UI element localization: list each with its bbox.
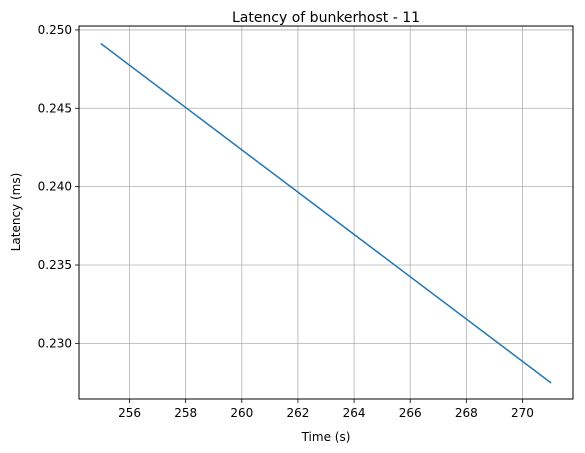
y-tick-label: 0.235	[38, 258, 72, 272]
y-tick-label: 0.240	[38, 180, 72, 194]
x-tick-label: 256	[118, 406, 141, 420]
x-axis-label: Time (s)	[301, 430, 351, 444]
y-tick-label: 0.250	[38, 23, 72, 37]
plot-frame	[78, 25, 574, 400]
y-tick-label: 0.230	[38, 336, 72, 350]
x-tick-label: 268	[455, 406, 478, 420]
x-tick-label: 264	[343, 406, 366, 420]
axis-ticks: 256 258 260 262 264 266 268 270 0.230 0.235 0.240 0…	[38, 23, 534, 420]
chart-title: Latency of bunkerhost - 11	[232, 10, 420, 26]
x-tick-label: 262	[286, 406, 309, 420]
series-layer	[100, 42, 552, 384]
grid-lines	[79, 26, 573, 399]
x-tick-label: 270	[511, 406, 534, 420]
y-axis-label: Latency (ms)	[9, 173, 23, 252]
x-tick-label: 266	[399, 406, 422, 420]
x-tick-label: 258	[174, 406, 197, 420]
x-tick-label: 260	[230, 406, 253, 420]
series-line-0	[100, 42, 552, 384]
y-tick-label: 0.245	[38, 101, 72, 115]
